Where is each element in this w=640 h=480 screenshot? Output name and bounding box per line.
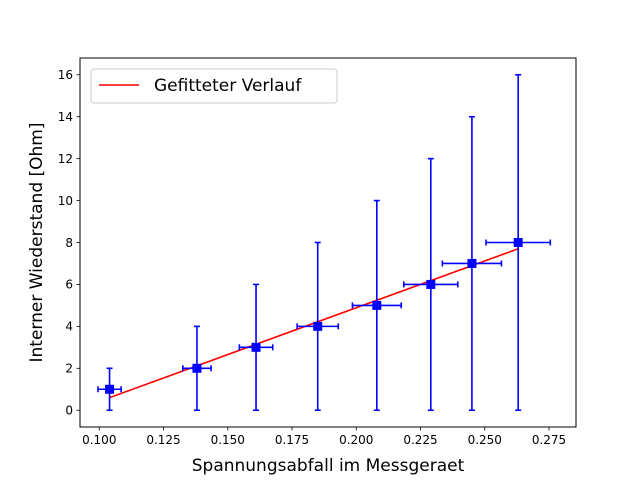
data-point-group: [351, 199, 403, 412]
x-axis-label: Spannungsabfall im Messgeraet: [192, 456, 465, 476]
data-point-group: [296, 241, 340, 412]
y-tick-label: 16: [58, 68, 73, 82]
data-point-marker: [251, 342, 261, 352]
y-tick-label: 4: [65, 320, 73, 334]
data-point-marker: [372, 300, 382, 310]
data-point-group: [181, 325, 212, 412]
data-point-marker: [467, 258, 477, 268]
x-tick-label: 0.150: [211, 433, 245, 447]
data-point-group: [403, 157, 459, 412]
data-point-group: [485, 73, 552, 412]
data-point-marker: [192, 363, 202, 373]
x-tick-label: 0.125: [146, 433, 180, 447]
legend-box: [90, 68, 338, 104]
y-tick-label: 2: [65, 362, 73, 376]
y-tick-label: 14: [58, 110, 73, 124]
data-point-marker: [105, 384, 115, 394]
x-tick-label: 0.225: [403, 433, 437, 447]
y-tick-label: 6: [65, 278, 73, 292]
data-point-group: [238, 283, 274, 412]
legend-label-fit: Gefitteter Verlauf: [154, 76, 302, 96]
axis-ticks-layer: 0.100 0.125 0.150 0.175 0.200 0.225 0.250 0.275…: [58, 68, 566, 447]
y-tick-label: 12: [58, 152, 73, 166]
y-tick-label: 0: [65, 404, 73, 418]
data-point-marker: [313, 321, 323, 331]
x-tick-label: 0.100: [82, 433, 116, 447]
data-point-marker: [513, 238, 523, 247]
legend: Gefitteter Verlauf: [90, 68, 338, 104]
x-tick-label: 0.275: [532, 433, 566, 447]
y-tick-label: 10: [58, 194, 73, 208]
x-tick-label: 0.175: [275, 433, 309, 447]
y-tick-label: 8: [65, 236, 73, 250]
data-points-layer: [97, 73, 552, 412]
plot-frame: [79, 57, 577, 428]
data-point-marker: [426, 279, 436, 289]
data-point-group: [97, 367, 122, 412]
x-tick-label: 0.250: [468, 433, 502, 447]
data-point-group: [441, 115, 503, 412]
y-axis-label: Interner Wiederstand [Ohm]: [27, 123, 47, 363]
x-tick-label: 0.200: [339, 433, 373, 447]
